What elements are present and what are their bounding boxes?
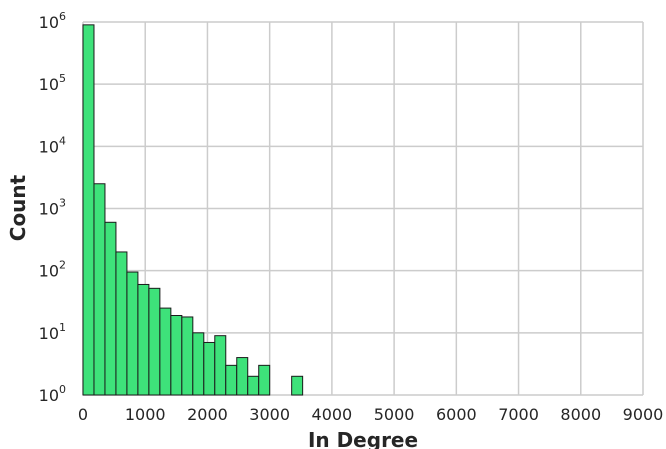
histogram-bar <box>236 357 249 396</box>
x-tick-label: 9000 <box>623 405 664 424</box>
y-tick-label: 106 <box>39 10 66 32</box>
histogram-bar <box>247 375 260 396</box>
histogram-bar <box>159 307 172 396</box>
histogram-bar <box>291 375 304 396</box>
y-tick-label: 100 <box>39 383 66 405</box>
x-tick-label: 4000 <box>312 405 353 424</box>
histogram-bar <box>126 271 139 396</box>
y-axis-tick-labels: 100 101 102 103 104 105 106 <box>39 10 66 405</box>
y-axis-title: Count <box>6 174 30 241</box>
histogram-bar <box>104 221 117 396</box>
x-tick-label: 5000 <box>374 405 415 424</box>
x-axis-tick-labels: 0 1000 2000 3000 4000 5000 6000 7000 8000 9000 <box>78 405 663 424</box>
histogram-bar <box>258 364 271 396</box>
x-tick-label: 8000 <box>560 405 601 424</box>
x-tick-label: 7000 <box>498 405 539 424</box>
y-tick-label: 104 <box>39 134 66 156</box>
histogram-bar <box>170 315 183 396</box>
histogram-bar <box>137 283 150 396</box>
x-tick-label: 2000 <box>187 405 228 424</box>
y-tick-label: 103 <box>39 197 66 219</box>
histogram-bar <box>214 335 227 396</box>
x-axis-title: In Degree <box>308 428 418 449</box>
histogram-bar <box>192 332 205 396</box>
histogram-bar <box>115 251 128 396</box>
histogram-bars <box>82 24 304 396</box>
histogram-bar <box>93 183 106 396</box>
histogram-bar <box>148 287 161 396</box>
x-tick-label: 6000 <box>436 405 477 424</box>
y-tick-label: 102 <box>39 259 66 281</box>
histogram-bar <box>82 24 95 396</box>
y-tick-label: 105 <box>39 72 66 94</box>
x-tick-label: 0 <box>78 405 88 424</box>
histogram-bar <box>181 316 194 396</box>
histogram-bar <box>225 364 238 396</box>
x-tick-label: 1000 <box>125 405 166 424</box>
y-tick-label: 101 <box>39 321 66 343</box>
histogram-bar <box>203 341 216 396</box>
x-tick-label: 3000 <box>249 405 290 424</box>
